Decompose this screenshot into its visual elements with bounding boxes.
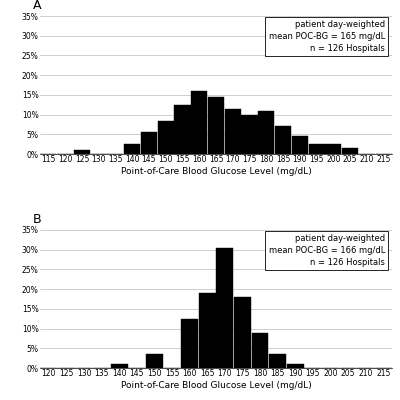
Bar — [216, 248, 233, 368]
Bar — [308, 144, 325, 154]
Bar — [275, 126, 291, 154]
Bar — [242, 114, 258, 154]
Bar — [124, 144, 140, 154]
Bar — [146, 354, 163, 368]
X-axis label: Point-of-Care Blood Glucose Level (mg/dL): Point-of-Care Blood Glucose Level (mg/dL… — [121, 167, 311, 176]
Bar — [292, 136, 308, 154]
Text: A: A — [33, 0, 42, 12]
Bar — [158, 120, 174, 154]
Text: patient day-weighted
mean POC-BG = 165 mg/dL
n = 126 Hospitals: patient day-weighted mean POC-BG = 165 m… — [269, 20, 385, 53]
Bar — [225, 109, 241, 154]
Bar — [325, 144, 341, 154]
Bar — [269, 354, 286, 368]
Bar — [234, 297, 251, 368]
X-axis label: Point-of-Care Blood Glucose Level (mg/dL): Point-of-Care Blood Glucose Level (mg/dL… — [121, 381, 311, 390]
Bar — [199, 293, 216, 368]
Bar — [181, 319, 198, 368]
Text: B: B — [33, 213, 42, 226]
Bar — [342, 148, 358, 154]
Bar — [111, 364, 128, 368]
Bar — [74, 150, 90, 154]
Bar — [174, 105, 190, 154]
Bar — [141, 132, 157, 154]
Text: patient day-weighted
mean POC-BG = 166 mg/dL
n = 126 Hospitals: patient day-weighted mean POC-BG = 166 m… — [268, 234, 385, 267]
Bar — [287, 364, 304, 368]
Bar — [208, 97, 224, 154]
Bar — [191, 91, 207, 154]
Bar — [258, 111, 274, 154]
Bar — [252, 332, 268, 368]
